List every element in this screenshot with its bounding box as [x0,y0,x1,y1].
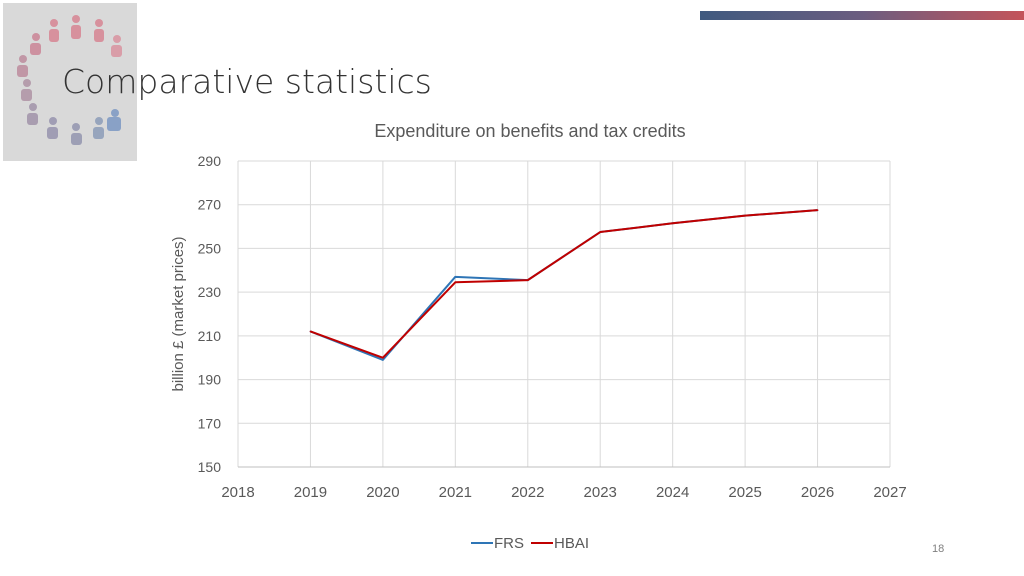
accent-bar [700,11,1024,20]
y-axis-label: billion £ (market prices) [170,236,187,391]
y-tick-label: 250 [198,240,222,256]
chart-title: Expenditure on benefits and tax credits [374,121,685,141]
x-tick-label: 2019 [294,484,327,501]
x-tick-label: 2023 [584,484,617,501]
x-tick-label: 2020 [366,484,399,501]
series-lines [309,209,819,361]
data-point-hbai [599,231,602,233]
data-point-hbai [526,279,529,281]
data-point-hbai [671,222,674,225]
page-number: 18 [932,543,945,555]
y-tick-label: 230 [198,284,222,300]
x-tick-label: 2018 [221,484,254,501]
legend-label-hbai: HBAI [554,535,589,552]
y-tick-labels: 150 170 190 210 230 250 270 290 [198,153,222,475]
y-tick-label: 210 [198,328,222,344]
x-tick-label: 2024 [656,484,689,501]
data-point-hbai [309,330,312,333]
people-circle-logo [3,3,137,161]
x-tick-label: 2021 [439,484,472,501]
y-tick-label: 190 [198,372,222,388]
y-tick-label: 150 [198,459,222,475]
data-point-frs [454,276,457,278]
data-point-hbai [744,214,746,217]
x-tick-label: 2026 [801,484,834,501]
data-point-frs [382,359,384,361]
people-circle-icon [17,15,122,145]
gridlines [237,160,891,468]
y-tick-label: 270 [198,197,222,213]
x-tick-label: 2025 [728,484,761,501]
x-tick-label: 2022 [511,484,544,501]
x-tick-label: 2027 [873,484,906,501]
x-tick-labels: 2018 2019 2020 2021 2022 2023 2024 2025 2026 2027 [221,484,906,501]
y-tick-label: 170 [198,415,222,431]
legend-label-frs: FRS [494,535,524,552]
data-point-hbai [382,356,384,359]
series-line-hbai [310,209,818,359]
slide-title: Comparative statistics [62,62,432,101]
data-point-hbai [454,281,457,284]
data-point-hbai [816,209,819,211]
series-line-frs [310,209,818,361]
legend: FRS HBAI [471,535,589,552]
y-tick-label: 290 [198,153,222,169]
